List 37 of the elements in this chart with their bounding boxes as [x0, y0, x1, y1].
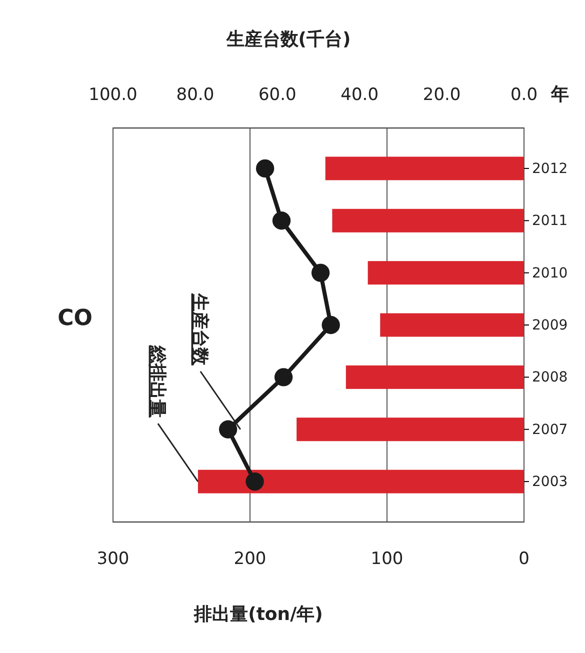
y-tick-label: 2003	[532, 474, 568, 490]
bar	[368, 261, 524, 285]
x2-tick-label: 80.0	[176, 85, 214, 105]
y-tick-label: 2009	[532, 317, 568, 334]
point	[256, 159, 274, 178]
y-tick-label: 2010	[532, 265, 568, 282]
x-tick-label: 100	[370, 549, 404, 570]
point	[274, 368, 293, 386]
point	[246, 472, 264, 491]
y-axis-title: 年	[550, 84, 569, 105]
y-tick-label: 2011	[532, 213, 568, 230]
bar	[346, 365, 524, 389]
annotation: 総排出量	[146, 344, 168, 418]
x-tick-label: 300	[96, 549, 130, 570]
x2-tick-label: 0.0	[510, 85, 538, 105]
x-axis-title: 排出量(ton/年)	[193, 604, 323, 625]
bar	[332, 208, 524, 232]
x2-tick-label: 100.0	[88, 85, 138, 105]
x-tick-label: 0	[518, 549, 530, 570]
y-tick-label: 2007	[532, 422, 568, 438]
x-tick-label: 200	[234, 549, 266, 570]
bar	[296, 418, 524, 442]
y-tick-label: 2012	[532, 160, 568, 177]
point	[272, 212, 291, 230]
x2-tick-label: 60.0	[258, 85, 296, 105]
bar	[380, 313, 524, 337]
y-tick-label: 2008	[532, 370, 568, 386]
x2-tick-label: 20.0	[422, 85, 461, 105]
point	[311, 264, 330, 282]
annotation: 生産台数	[189, 292, 210, 366]
text: CO	[58, 306, 92, 331]
bar	[198, 470, 524, 494]
x2-axis-title: 生産台数(千台)	[225, 29, 351, 50]
point	[218, 420, 238, 438]
x2-tick-label: 40.0	[340, 85, 379, 105]
bar	[325, 156, 524, 180]
point	[322, 316, 340, 334]
